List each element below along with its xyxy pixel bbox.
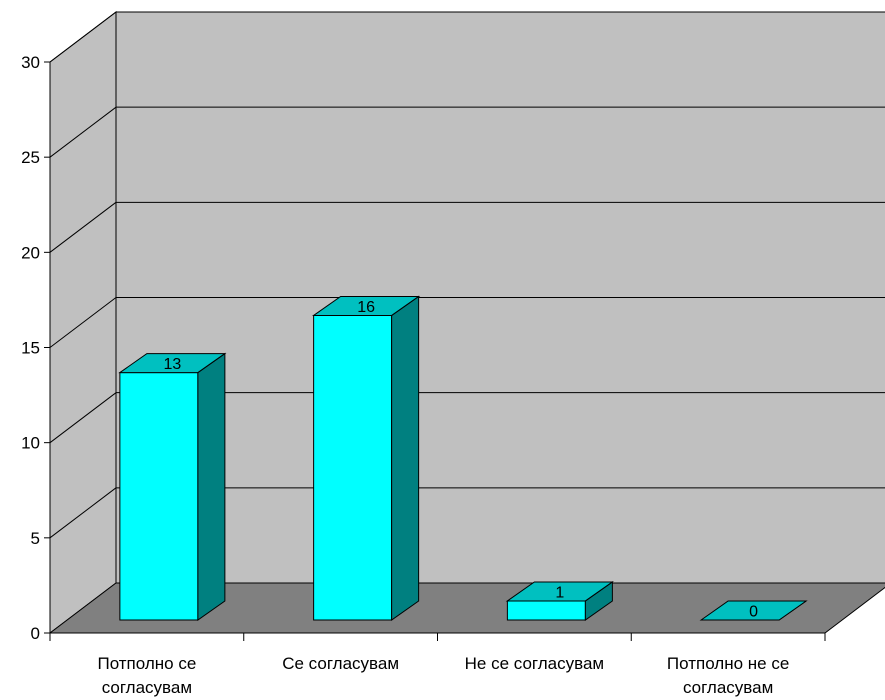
bar-top (118, 353, 227, 374)
bar-0 (118, 352, 227, 621)
y-tick-label: 0 (31, 624, 40, 643)
bar-top (312, 295, 421, 316)
gridline-side (49, 487, 117, 539)
category-label: Потполно се (97, 654, 196, 673)
category-label: согласувам (102, 678, 192, 697)
bars (118, 295, 808, 621)
y-tick-label: 30 (21, 53, 40, 72)
category-label: Потполно не се (667, 654, 789, 673)
category-label: Се согласувам (282, 654, 399, 673)
y-tick-label: 5 (31, 529, 40, 548)
bar-front (313, 314, 393, 621)
data-label: 1 (555, 584, 564, 601)
gridline-side (49, 106, 117, 158)
axes (44, 61, 826, 641)
category-label: Не се согласувам (465, 654, 604, 673)
bar-3 (699, 600, 808, 621)
gridline-side (49, 11, 117, 63)
y-tick-label: 20 (21, 243, 40, 262)
bar-top (699, 600, 808, 621)
data-label: 13 (163, 356, 181, 373)
category-label: согласувам (683, 678, 773, 697)
bar-top (505, 581, 614, 602)
bar-front (119, 372, 199, 621)
gridline-side (49, 201, 117, 253)
gridlines (49, 11, 885, 539)
bar-side (391, 295, 420, 621)
y-tick-label: 10 (21, 434, 40, 453)
data-label: 0 (749, 604, 758, 621)
bar-1 (312, 295, 421, 621)
bar-front (506, 600, 586, 621)
y-tick-label: 25 (21, 148, 40, 167)
bar-2 (505, 581, 614, 621)
bar-side (197, 352, 226, 621)
gridline-side (49, 392, 117, 444)
y-tick-label: 15 (21, 339, 40, 358)
gridline-side (49, 297, 117, 348)
data-label: 16 (357, 299, 375, 316)
